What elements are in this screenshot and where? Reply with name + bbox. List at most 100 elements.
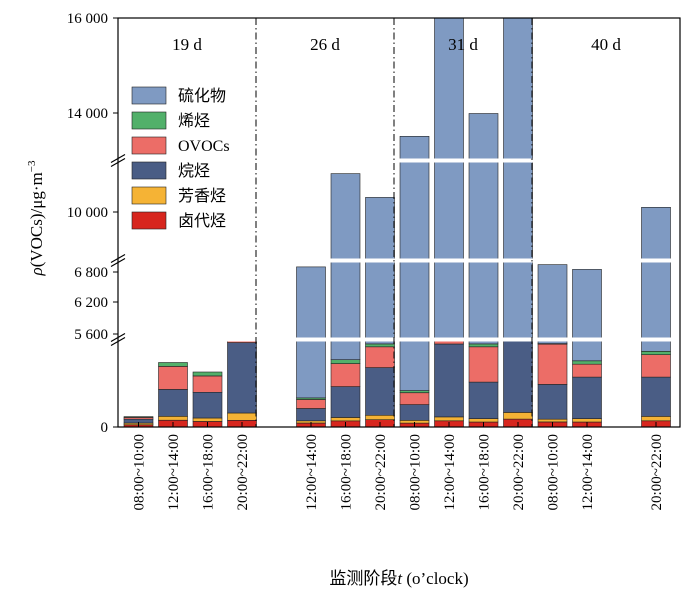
bar-segment [641, 376, 671, 417]
bar-segment [468, 418, 499, 423]
y-tick-label: 5 600 [74, 327, 108, 343]
bar-segment [503, 412, 533, 420]
bar-segment [330, 173, 361, 361]
x-category-label: 08:00~10:00 [132, 434, 148, 510]
bar-segment [537, 384, 568, 420]
axis-break-band [118, 337, 680, 342]
bar-segment [468, 343, 499, 348]
bar-segment [365, 346, 395, 368]
x-category-label: 08:00~10:00 [408, 434, 424, 510]
x-axis-title-var: t [397, 569, 403, 588]
bar-segment [296, 408, 326, 422]
bar-segment [537, 418, 568, 423]
bar-segment [296, 399, 326, 409]
x-category-label: 12:00~14:00 [442, 434, 458, 510]
bars-layer [123, 17, 671, 428]
y-tick-label: 14 000 [67, 106, 108, 122]
x-category-label: 16:00~18:00 [201, 434, 217, 510]
x-category-label: 12:00~14:00 [580, 434, 596, 510]
legend-label: 烯烃 [178, 112, 210, 130]
bar-segment [158, 366, 188, 390]
bar-segment [365, 367, 395, 416]
phase-labels: 19 d 26 d 31 d 40 d [172, 35, 621, 54]
bar-segment [503, 17, 533, 339]
y-tick-label: 6 800 [74, 265, 108, 281]
legend-label: OVOCs [178, 138, 230, 155]
bar-segment [399, 404, 430, 421]
bar-segment [123, 417, 154, 420]
bar-segment [330, 417, 361, 422]
y-tick-label: 10 000 [67, 205, 108, 221]
x-category-label: 20:00~22:00 [235, 434, 251, 510]
bar-segment [537, 343, 568, 385]
bar-segment [399, 392, 430, 405]
x-category-label: 12:00~14:00 [304, 434, 320, 510]
plot-frame [117, 17, 681, 428]
bar-segment [434, 416, 464, 422]
bar-segment [468, 346, 499, 383]
bar-segment [192, 417, 223, 422]
bar-segment [227, 412, 257, 421]
bar-segment [158, 389, 188, 417]
bar-segment [192, 375, 223, 393]
bar-segment [434, 17, 464, 341]
bar-segment [192, 391, 223, 419]
axis-break-band [118, 258, 680, 263]
bar-segment [365, 414, 395, 421]
bar-segment [572, 360, 602, 365]
bar-segment [641, 415, 671, 422]
legend-swatch [131, 111, 167, 130]
x-axis-title-cn: 监测阶段 [329, 569, 397, 588]
x-category-label: 20:00~22:00 [649, 434, 665, 510]
phase-label: 26 d [310, 35, 340, 54]
phase-label: 31 d [448, 35, 478, 54]
legend-label: 卤代烃 [178, 212, 226, 230]
bar-segment [365, 197, 395, 345]
legend-swatch [131, 86, 167, 105]
y-tick-label: 0 [101, 420, 109, 436]
legend-swatch [131, 161, 167, 180]
bar-segment [572, 269, 602, 362]
bar-segment [434, 343, 464, 418]
x-axis-title: 监测阶段t (o’clock) [329, 569, 468, 588]
bar-segment [399, 136, 430, 391]
bar-segment [468, 381, 499, 419]
bar-segment [641, 354, 671, 378]
bar-segment [330, 359, 361, 364]
y-axis-title-text: (VOCs)/μg·m [27, 172, 46, 267]
y-tick-label: 16 000 [67, 11, 108, 27]
x-category-label: 16:00~18:00 [477, 434, 493, 510]
bar-segment [192, 371, 223, 377]
bar-segment [572, 376, 602, 419]
legend-label: 烷烃 [178, 162, 210, 180]
x-category-label: 12:00~14:00 [166, 434, 182, 510]
y-axis-title-var: ρ [27, 267, 46, 276]
y-tick-label: 6 200 [74, 295, 108, 311]
phase-label: 40 d [591, 35, 621, 54]
x-category-labels: 08:00~10:00 12:00~14:00 16:00~18:00 20:00~2… [132, 422, 665, 510]
axis-break-band [118, 158, 680, 163]
legend-swatch [131, 186, 167, 205]
y-axis-title-exp: −3 [26, 160, 38, 172]
bar-segment [572, 363, 602, 378]
x-category-label: 20:00~22:00 [373, 434, 389, 510]
legend-label: 硫化物 [178, 87, 226, 105]
bar-segment [641, 207, 671, 352]
bar-segment [158, 415, 188, 421]
bar-segment [296, 266, 326, 399]
bar-segment [330, 386, 361, 418]
legend-swatch [131, 211, 167, 230]
phase-label: 19 d [172, 35, 202, 54]
bar-segment [572, 418, 602, 423]
bar-segment [330, 363, 361, 387]
x-axis-title-unit: (o’clock) [402, 569, 469, 588]
y-axis-title: ρ(VOCs)/μg·m−3 [26, 160, 46, 276]
legend-swatch [131, 136, 167, 155]
bar-segment [468, 113, 499, 345]
legend-label: 芳香烃 [178, 187, 226, 205]
phase-dividers [255, 18, 533, 427]
bar-segment [123, 416, 154, 418]
x-category-label: 16:00~18:00 [339, 434, 355, 510]
